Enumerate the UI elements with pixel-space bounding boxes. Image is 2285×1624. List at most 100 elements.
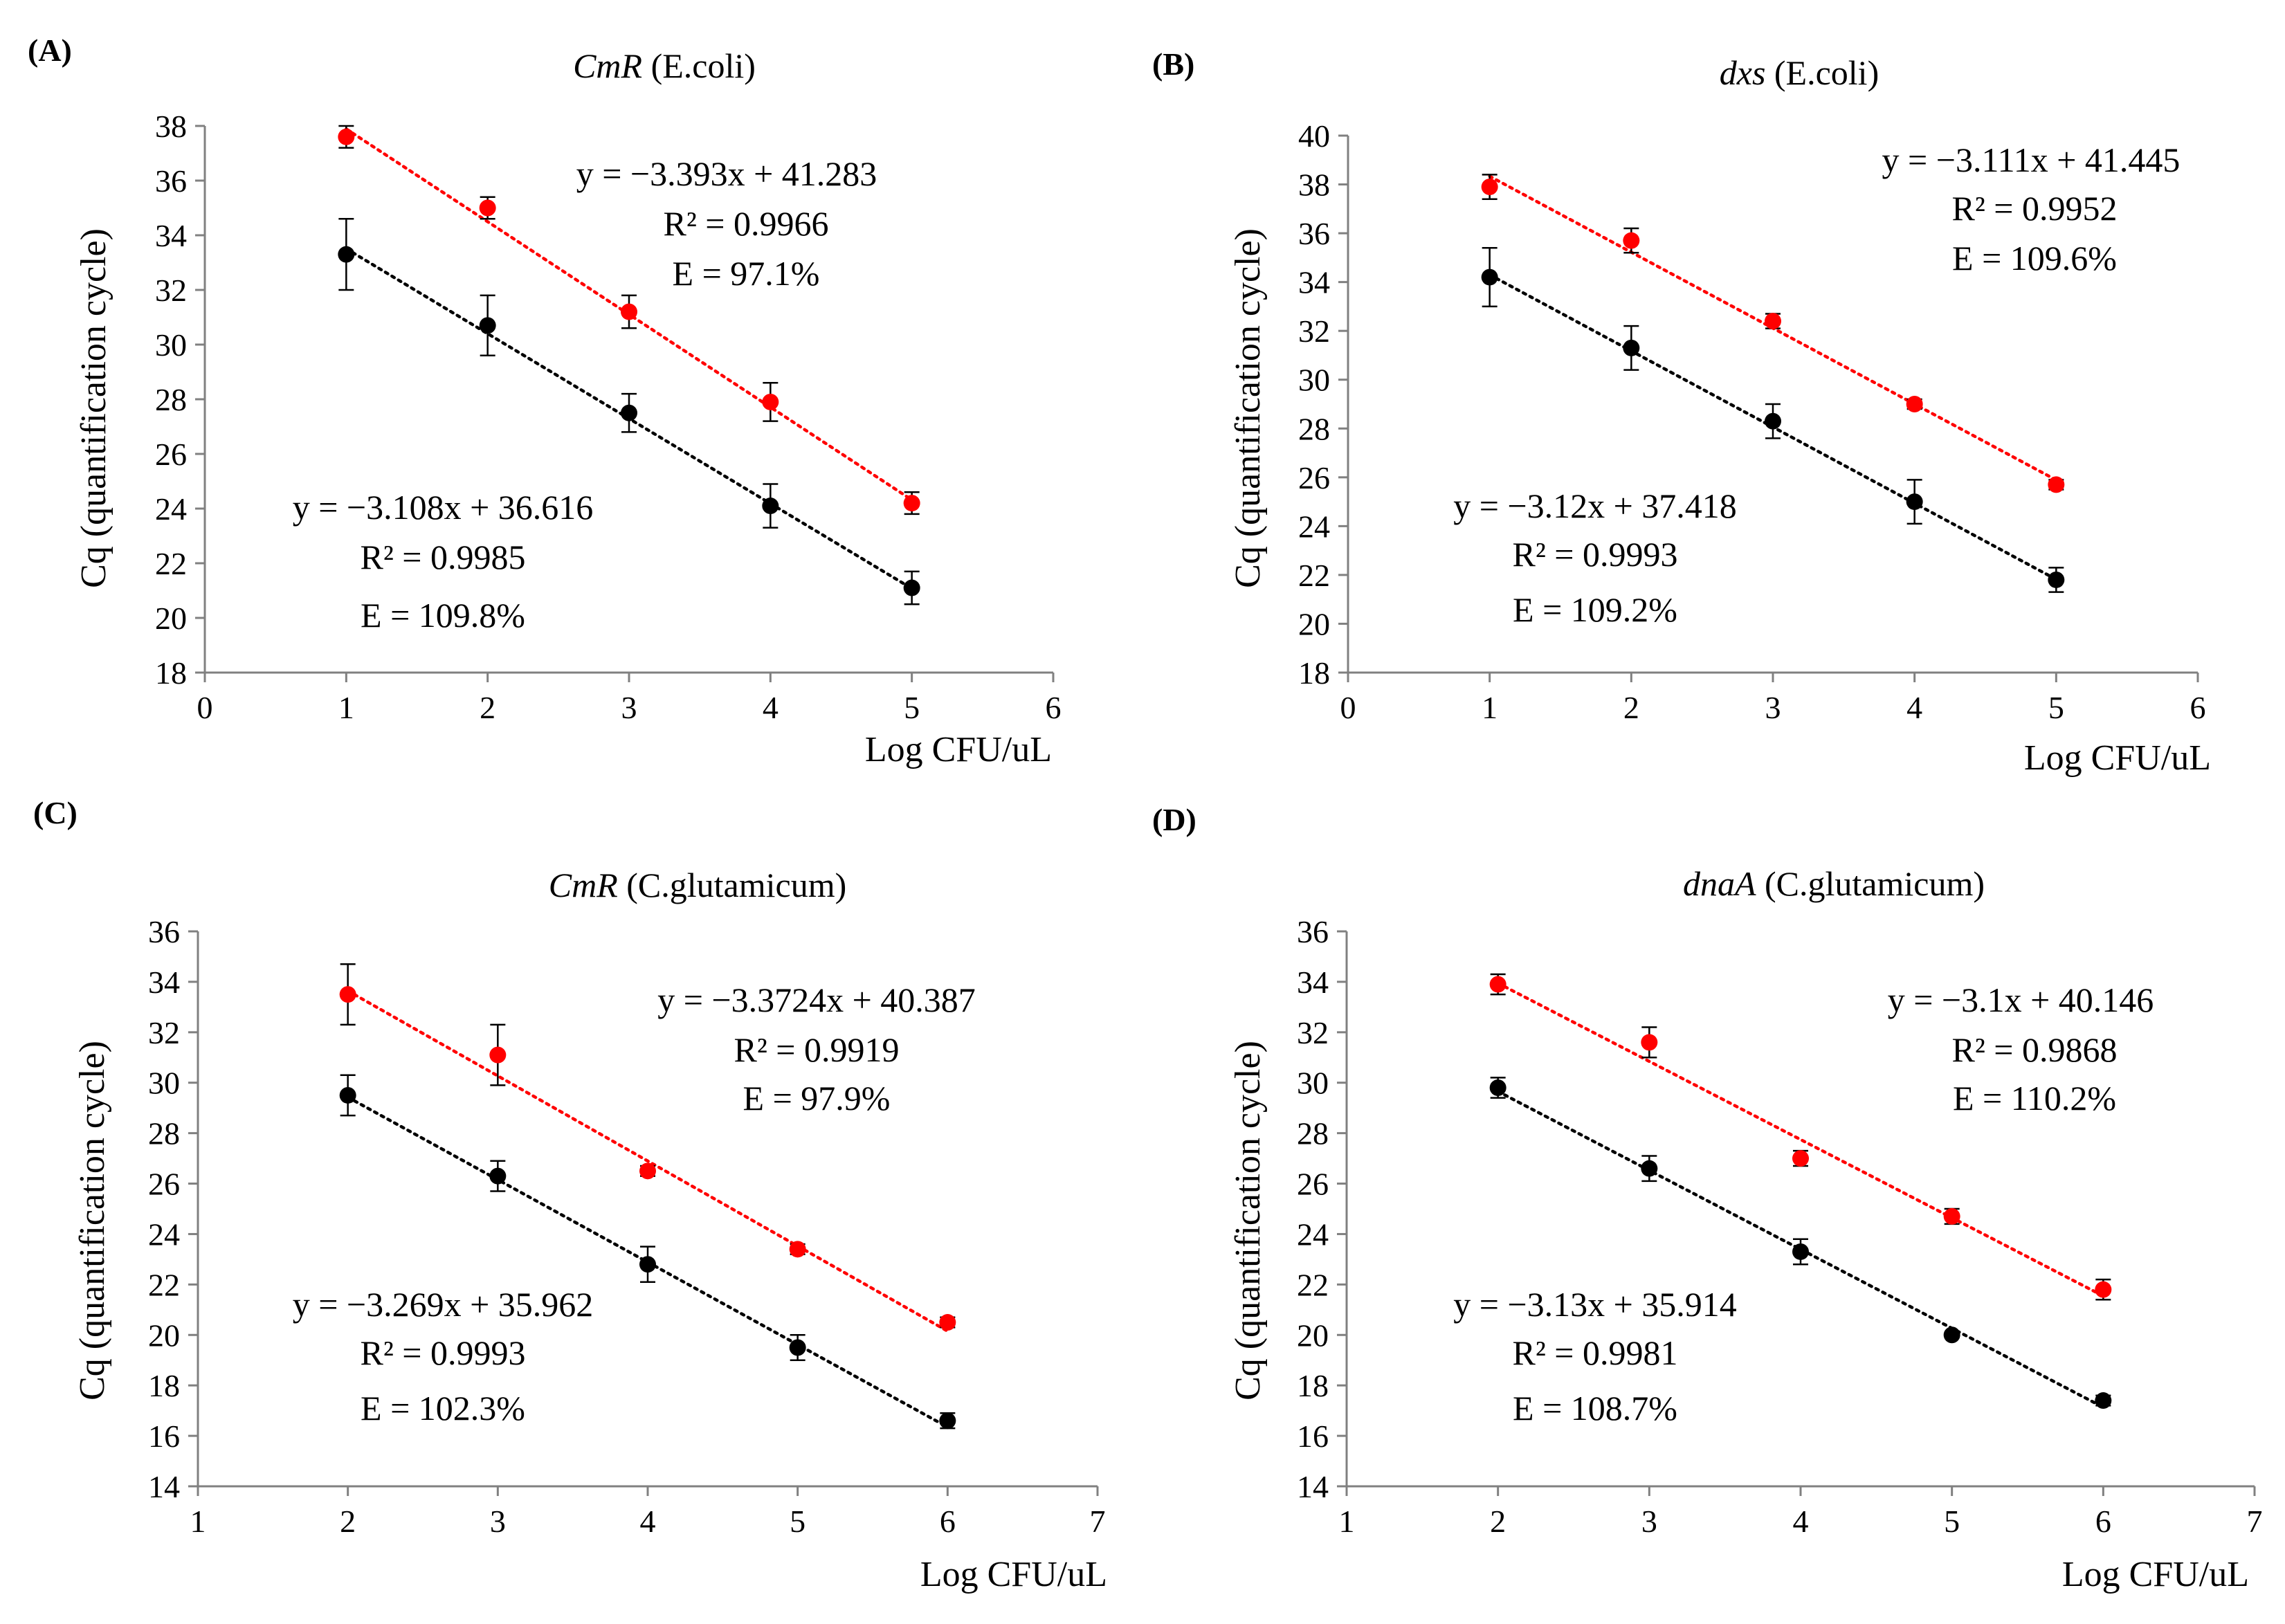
y-tick-label: 18 [1298, 655, 1330, 691]
title-gene: dnaA [1683, 864, 1756, 903]
red-efficiency: E = 110.2% [1953, 1079, 2116, 1117]
black-data-point [1943, 1326, 1960, 1344]
black-data-point [2048, 571, 2065, 588]
black-data-point [1489, 1079, 1506, 1097]
x-tick-label: 5 [2048, 690, 2064, 725]
title-gene: dxs [1720, 53, 1766, 92]
y-tick-label: 16 [148, 1418, 180, 1454]
panel-label: (B) [1152, 46, 1194, 82]
y-tick-label: 26 [1297, 1167, 1329, 1202]
chart-title: CmR (C.glutamicum) [549, 866, 847, 904]
black-data-point [1623, 339, 1640, 356]
title-gene: CmR [549, 866, 618, 904]
red-data-point [1906, 396, 1923, 412]
red-data-point [339, 986, 356, 1003]
y-tick-label: 26 [155, 437, 187, 472]
black-data-point [939, 1412, 956, 1430]
red-trendline [1496, 981, 2105, 1298]
x-tick-label: 7 [1090, 1504, 1106, 1539]
y-tick-label: 20 [1297, 1317, 1329, 1353]
black-data-point [1765, 412, 1781, 430]
y-axis-label: Cq (quantification cycle) [74, 228, 113, 588]
y-tick-label: 34 [148, 965, 180, 1000]
y-tick-label: 24 [155, 491, 187, 527]
x-tick-label: 3 [1641, 1504, 1657, 1539]
x-axis-label: Log CFU/uL [2062, 1555, 2249, 1594]
red-data-point [1489, 976, 1506, 993]
red-data-point [1792, 1150, 1809, 1167]
red-data-point [338, 128, 355, 145]
black-fit-equation: y = −3.108x + 36.616 [293, 488, 594, 527]
y-tick-label: 14 [1297, 1469, 1329, 1504]
black-data-point [338, 246, 355, 263]
x-tick-label: 0 [1340, 690, 1356, 725]
black-data-point [789, 1339, 806, 1356]
red-r-squared: R² = 0.9919 [734, 1030, 899, 1069]
x-tick-label: 6 [940, 1504, 956, 1539]
x-axis-label: Log CFU/uL [2024, 738, 2211, 778]
x-tick-label: 2 [340, 1504, 356, 1539]
x-tick-label: 1 [1339, 1504, 1355, 1539]
red-data-point [479, 199, 496, 217]
y-tick-label: 32 [1298, 313, 1330, 349]
x-tick-label: 1 [1482, 690, 1497, 725]
y-tick-label: 28 [155, 382, 187, 417]
y-tick-label: 30 [1298, 363, 1330, 398]
y-tick-label: 34 [1298, 265, 1330, 300]
y-tick-label: 24 [1297, 1216, 1329, 1252]
red-efficiency: E = 97.9% [743, 1079, 891, 1117]
red-fit-equation: y = −3.3724x + 40.387 [657, 980, 976, 1019]
red-data-point [1481, 179, 1498, 196]
x-tick-label: 5 [790, 1504, 805, 1539]
red-fit-equation: y = −3.1x + 40.146 [1888, 980, 2154, 1019]
y-tick-label: 22 [1297, 1267, 1329, 1302]
y-tick-label: 14 [148, 1469, 180, 1504]
chart-title: dnaA (C.glutamicum) [1683, 864, 1985, 903]
x-tick-label: 3 [1765, 690, 1781, 725]
panel-a: (A) CmR (E.coli) Log CFU/uL Cq (quantifi… [28, 33, 1062, 769]
black-r-squared: R² = 0.9985 [360, 538, 525, 576]
y-tick-label: 36 [155, 163, 187, 199]
y-tick-label: 20 [1298, 606, 1330, 641]
x-tick-label: 4 [1906, 690, 1922, 725]
y-tick-label: 24 [148, 1216, 180, 1252]
x-tick-label: 1 [338, 690, 354, 725]
red-data-point [789, 1241, 806, 1258]
y-tick-label: 32 [1297, 1015, 1329, 1050]
y-tick-label: 36 [1297, 914, 1329, 949]
y-tick-label: 20 [148, 1317, 180, 1353]
y-tick-label: 28 [148, 1116, 180, 1151]
red-data-point [2048, 476, 2065, 493]
y-tick-label: 26 [1298, 460, 1330, 495]
y-tick-label: 22 [155, 546, 187, 581]
panel-c: (C) CmR (C.glutamicum) Log CFU/uL Cq (qu… [33, 795, 1107, 1594]
x-tick-label: 2 [1623, 690, 1639, 725]
y-tick-label: 32 [148, 1015, 180, 1050]
title-organism: (C.glutamicum) [626, 866, 846, 904]
title-gene: CmR [573, 46, 642, 85]
y-tick-label: 36 [148, 914, 180, 949]
x-tick-label: 6 [2095, 1504, 2111, 1539]
panel-label: (C) [33, 795, 78, 830]
x-tick-label: 1 [190, 1504, 206, 1539]
x-tick-label: 4 [640, 1504, 656, 1539]
chart-title: dxs (E.coli) [1720, 53, 1879, 92]
y-tick-label: 20 [155, 601, 187, 636]
y-tick-label: 22 [1298, 558, 1330, 593]
black-data-point [1641, 1160, 1658, 1177]
red-r-squared: R² = 0.9952 [1951, 189, 2117, 228]
x-axis-label: Log CFU/uL [865, 730, 1052, 769]
panel-label: (D) [1152, 802, 1196, 837]
y-tick-label: 30 [1297, 1066, 1329, 1101]
red-data-point [621, 303, 637, 320]
red-efficiency: E = 97.1% [673, 254, 820, 293]
y-axis-label: Cq (quantification cycle) [73, 1041, 112, 1401]
y-tick-label: 32 [155, 273, 187, 308]
black-data-point [2095, 1392, 2112, 1409]
black-r-squared: R² = 0.9993 [360, 1333, 525, 1372]
